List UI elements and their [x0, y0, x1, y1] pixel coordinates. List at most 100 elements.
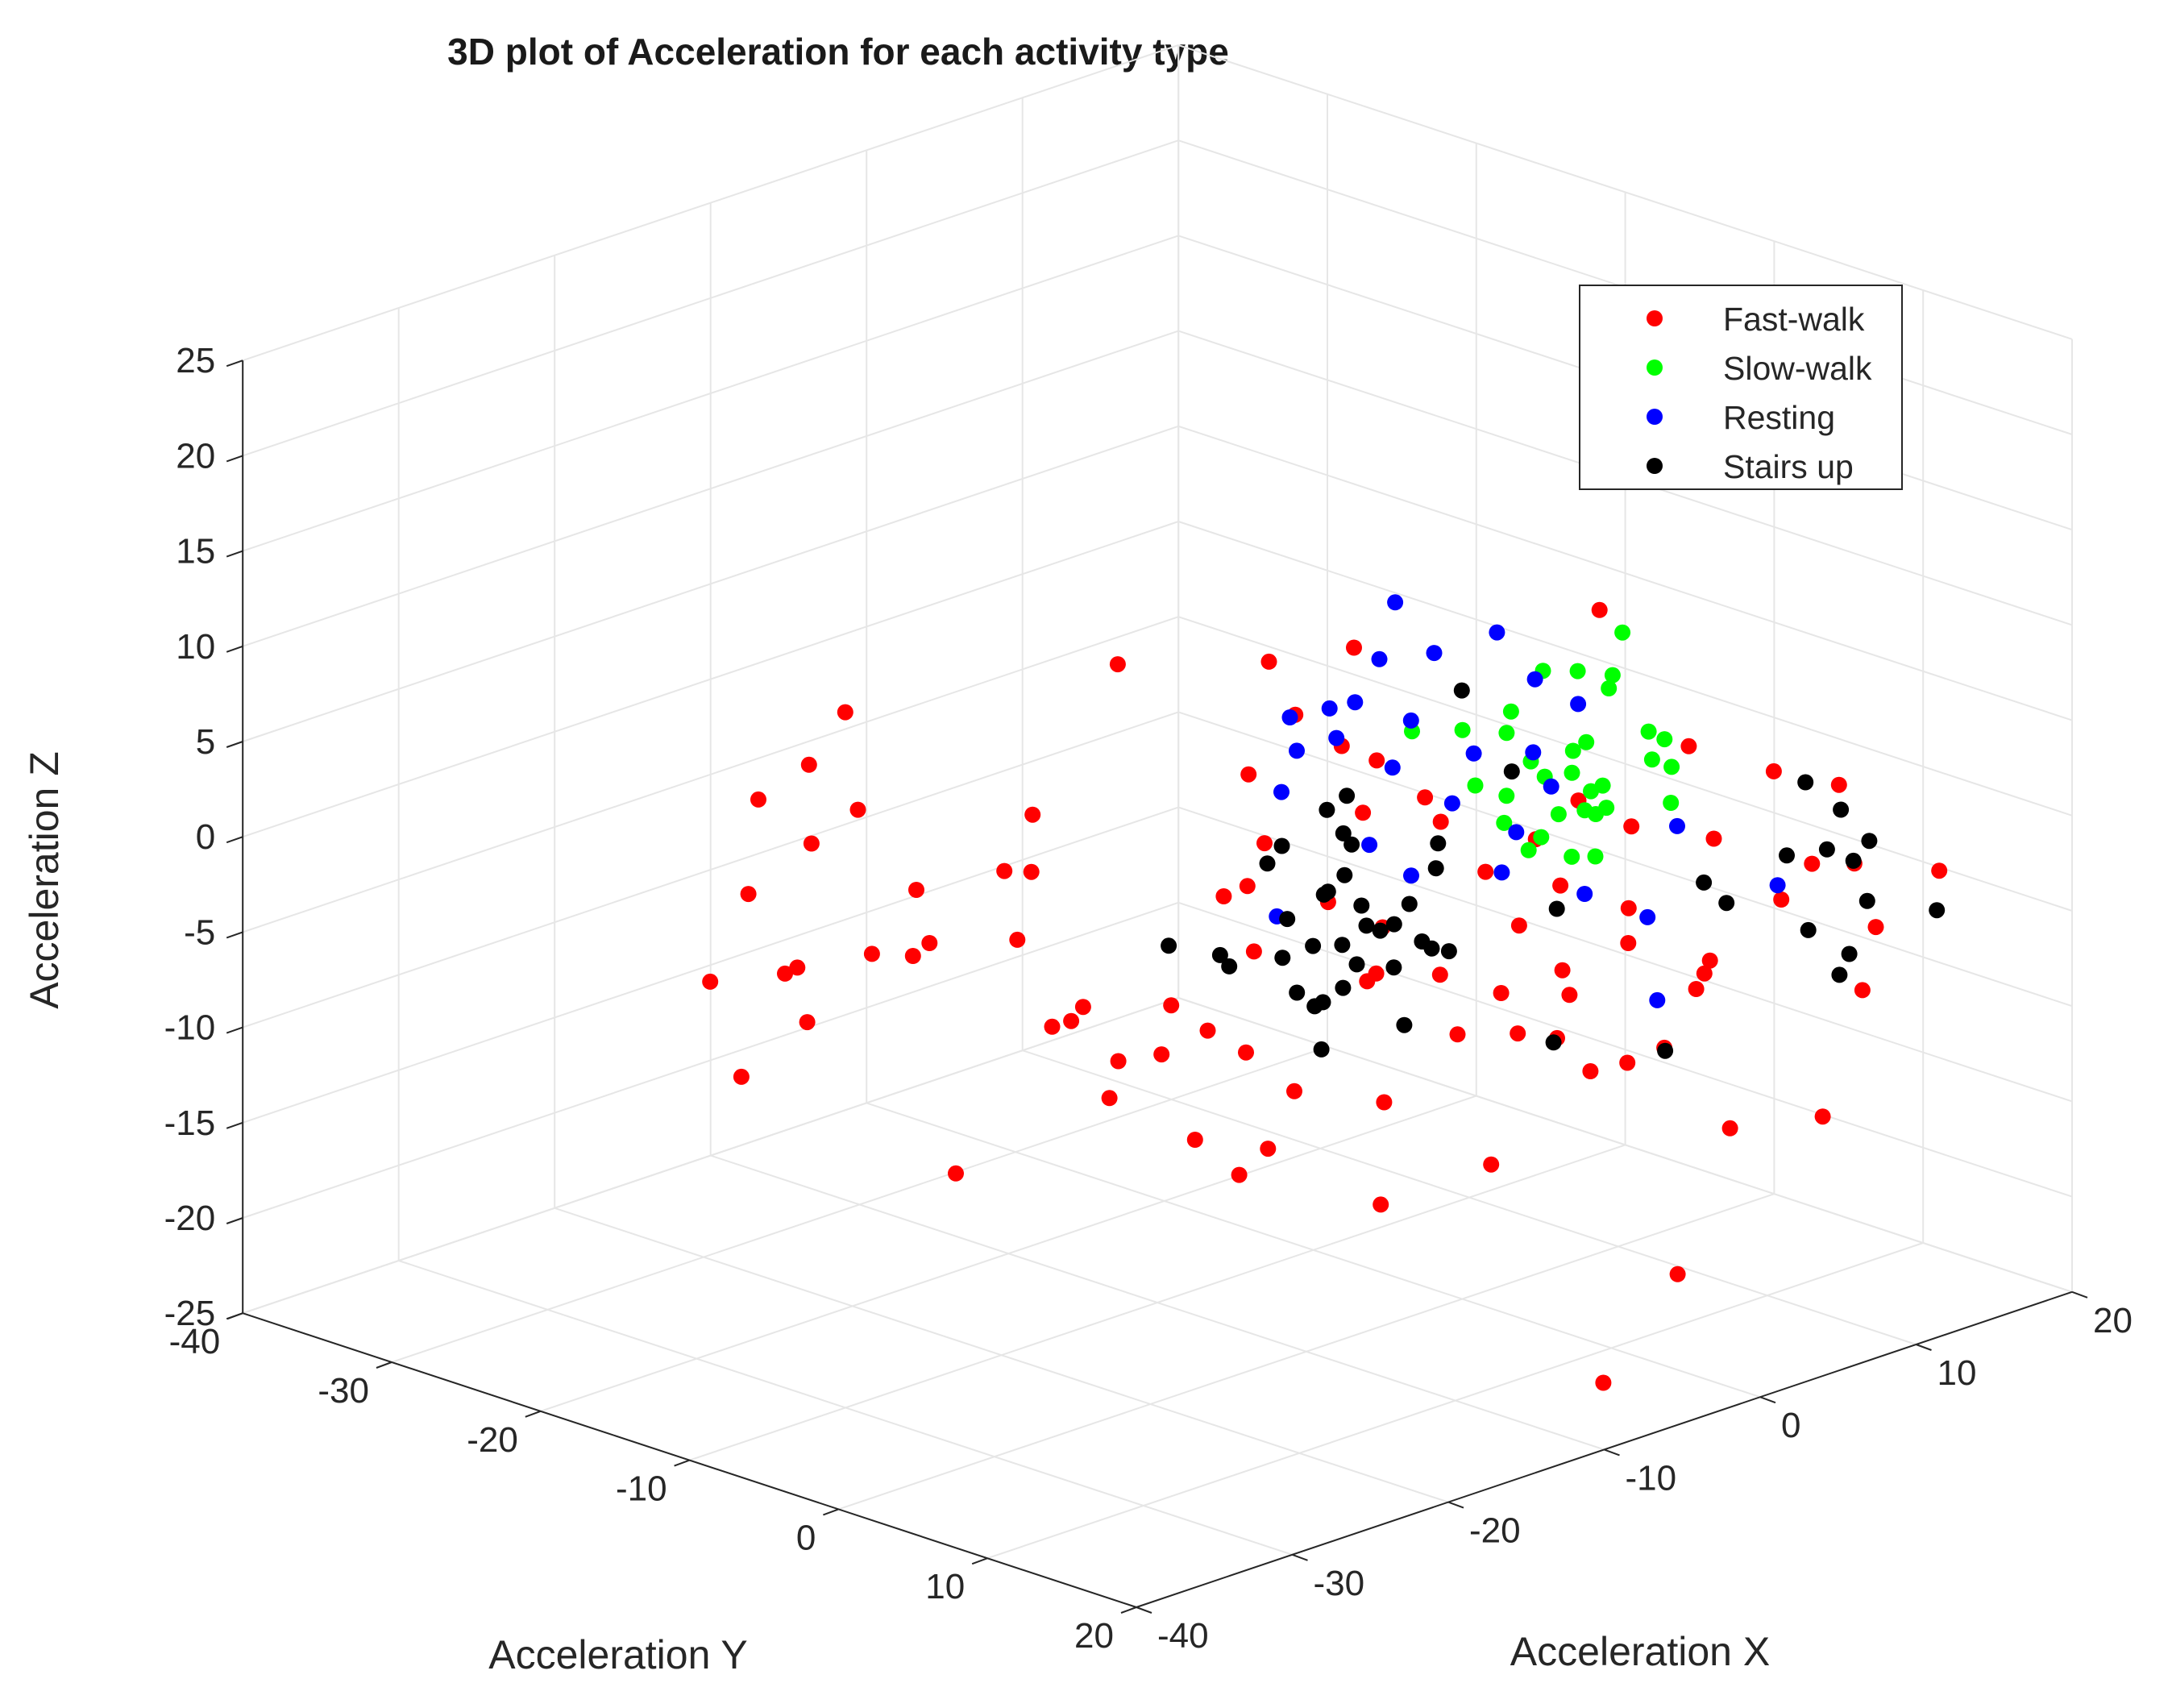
series-fast-walk	[702, 601, 1948, 1391]
data-point	[1696, 874, 1713, 891]
data-point	[789, 959, 806, 976]
data-point	[1814, 1108, 1831, 1125]
data-point	[1623, 818, 1640, 835]
data-point	[1861, 833, 1878, 850]
data-point	[1601, 680, 1618, 696]
x-tick-mark	[1136, 1606, 1152, 1614]
legend-marker	[1647, 310, 1663, 326]
data-point	[1583, 783, 1599, 800]
data-point	[1718, 895, 1735, 912]
data-point	[1669, 817, 1685, 834]
series-resting	[1269, 594, 1786, 1008]
data-point	[1663, 758, 1680, 775]
data-point	[1279, 911, 1296, 928]
data-point	[1510, 917, 1527, 934]
data-point	[1009, 931, 1026, 948]
data-point	[1044, 1018, 1061, 1035]
legend-label: Slow-walk	[1723, 350, 1872, 387]
y-tick-mark	[525, 1410, 542, 1418]
data-point	[1431, 966, 1448, 983]
data-point	[1833, 801, 1850, 818]
data-point	[1402, 712, 1419, 729]
data-point	[1319, 801, 1335, 818]
legend-marker	[1647, 458, 1663, 474]
z-axis-label: Acceleration Z	[22, 751, 67, 1009]
data-point	[1186, 1132, 1203, 1148]
data-point	[1493, 864, 1510, 881]
series-slow-walk	[1404, 624, 1680, 865]
data-point	[1385, 959, 1402, 976]
data-point	[837, 704, 853, 721]
z-tick-mark	[226, 1026, 243, 1034]
z-tick-label: -15	[164, 1103, 216, 1143]
z-tick-mark	[226, 741, 243, 748]
data-point	[1355, 804, 1372, 821]
data-point	[1545, 1034, 1562, 1051]
y-tick-label: 10	[925, 1567, 965, 1606]
data-point	[1643, 751, 1660, 768]
data-point	[1289, 984, 1306, 1001]
x-tick-label: 20	[2093, 1301, 2133, 1340]
data-point	[849, 801, 866, 818]
z-tick-label: 20	[176, 436, 215, 476]
data-point	[1286, 1083, 1302, 1099]
data-point	[1245, 943, 1262, 960]
data-point	[1281, 709, 1298, 725]
data-point	[1256, 835, 1273, 852]
z-tick-mark	[226, 931, 243, 939]
x-tick-mark	[1447, 1501, 1464, 1509]
data-point	[1483, 1156, 1500, 1173]
y-tick-label: -20	[467, 1420, 518, 1460]
data-point	[1569, 663, 1586, 679]
data-point	[1701, 952, 1718, 969]
z-tick-mark	[226, 1217, 243, 1224]
x-tick-mark	[1604, 1448, 1620, 1457]
x-tick-mark	[1292, 1553, 1308, 1561]
grid-line-y	[986, 1242, 1924, 1560]
data-point	[803, 835, 820, 852]
data-point	[1588, 806, 1604, 822]
data-point	[1657, 1042, 1674, 1059]
data-point	[1489, 624, 1505, 641]
data-point	[1443, 795, 1460, 812]
z-tick-mark	[226, 359, 243, 368]
data-point	[1656, 731, 1673, 748]
y-tick-mark	[674, 1459, 690, 1467]
data-point	[1427, 860, 1444, 877]
data-point	[1477, 863, 1494, 880]
data-point	[1260, 1141, 1277, 1157]
data-point	[1161, 937, 1177, 954]
data-point	[1779, 847, 1795, 864]
y-tick-label: 0	[796, 1518, 816, 1557]
legend-label: Stairs up	[1723, 448, 1854, 485]
data-point	[1453, 682, 1470, 699]
x-tick-label: -30	[1314, 1564, 1365, 1603]
data-point	[863, 945, 880, 962]
data-point	[1306, 998, 1323, 1015]
y-tick-mark	[823, 1508, 839, 1516]
x-axis-label: Acceleration X	[1510, 1629, 1770, 1674]
y-axis-line	[242, 1312, 1137, 1608]
data-point	[1696, 965, 1713, 982]
data-point	[1335, 979, 1352, 996]
data-point	[702, 973, 719, 990]
data-point	[1371, 650, 1388, 667]
legend-items: Fast-walk Slow-walk Resting Stairs up	[1647, 301, 1872, 485]
data-point	[1273, 783, 1289, 800]
data-point	[1361, 837, 1378, 854]
data-point	[1221, 958, 1238, 975]
data-point	[1929, 902, 1946, 919]
data-point	[1259, 855, 1276, 872]
legend-box	[1579, 285, 1903, 490]
z-tick-mark	[226, 645, 243, 653]
data-point	[740, 886, 757, 903]
data-point	[1336, 866, 1353, 883]
data-point	[1359, 973, 1376, 990]
data-point	[733, 1068, 750, 1085]
data-point	[1465, 745, 1482, 762]
x-tick-label: -20	[1469, 1511, 1521, 1551]
data-point	[1074, 999, 1091, 1016]
data-point	[1432, 813, 1449, 830]
data-point	[1619, 1054, 1636, 1071]
data-point	[1274, 950, 1291, 966]
